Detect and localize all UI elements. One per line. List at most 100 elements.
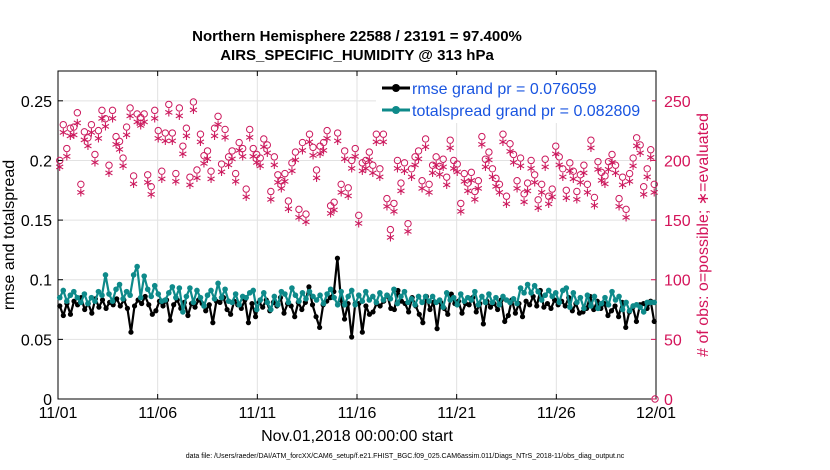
evaluated-obs-marker: ∗: [469, 191, 480, 206]
possible-obs-marker: [323, 126, 331, 135]
legend: rmse grand pr = 0.076059 totalspread gra…: [376, 75, 652, 123]
evaluated-obs-marker: ∗: [410, 157, 421, 172]
totalspread-point: [141, 273, 147, 279]
totalspread-point: [454, 301, 461, 308]
rmse-point: [245, 320, 252, 326]
evaluated-obs-marker: ∗: [381, 199, 392, 214]
totalspread-point: [194, 287, 200, 294]
totalspread-point: [475, 301, 482, 308]
possible-obs-marker: [80, 128, 89, 136]
rmse-point: [146, 302, 152, 308]
possible-obs-marker: [256, 154, 264, 162]
possible-obs-marker: [344, 184, 352, 192]
right-y-tick-label: 150: [664, 213, 691, 230]
possible-obs-marker: [288, 159, 296, 167]
evaluated-obs-marker: ∗: [153, 131, 164, 146]
evaluated-obs-marker: ∗: [508, 154, 519, 169]
totalspread-point: [362, 288, 369, 295]
rmse-point: [327, 295, 333, 301]
totalspread-point: [563, 285, 570, 291]
possible-obs-marker: [267, 187, 275, 196]
possible-obs-marker: [604, 157, 613, 166]
rmse-point: [341, 316, 348, 322]
possible-obs-marker: [277, 177, 286, 185]
evaluated-obs-marker: ∗: [596, 172, 607, 187]
totalspread-point: [155, 291, 162, 297]
y-tick-label: 0.25: [21, 94, 52, 111]
evaluated-obs-marker: ∗: [118, 158, 129, 173]
rmse-point: [60, 312, 66, 319]
possible-obs-marker: [555, 153, 563, 161]
evaluated-obs-marker: ∗: [427, 165, 438, 180]
evaluated-obs-marker: ∗: [628, 158, 639, 173]
possible-obs-marker: [400, 159, 409, 167]
possible-obs-marker: [98, 106, 106, 115]
totalspread-point: [380, 297, 387, 303]
evaluated-obs-marker: ∗: [325, 206, 336, 221]
totalspread-point: [405, 299, 411, 306]
evaluated-obs-marker: ∗: [72, 115, 83, 130]
possible-obs-marker: [369, 161, 377, 169]
possible-obs-marker: [474, 177, 483, 185]
possible-obs-marker: [513, 177, 521, 185]
totalspread-point: [130, 272, 137, 278]
x-tick-label: 11/11: [238, 405, 276, 422]
totalspread-point: [398, 293, 404, 300]
evaluated-obs-marker: ∗: [329, 202, 340, 217]
evaluated-obs-marker: ∗: [473, 181, 484, 196]
rmse-point: [71, 298, 77, 304]
totalspread-point: [229, 299, 235, 306]
rmse-point: [416, 311, 422, 317]
evaluated-obs-marker: ∗: [174, 108, 185, 123]
possible-obs-marker: [562, 186, 570, 194]
totalspread-point: [457, 291, 464, 297]
evaluated-obs-marker: ∗: [258, 139, 269, 154]
possible-obs-marker: [186, 173, 194, 181]
rmse-point: [317, 324, 323, 331]
right-y-tick-label: 50: [664, 332, 682, 349]
possible-obs-marker: [453, 160, 461, 168]
rmse-point: [139, 300, 145, 307]
totalspread-point: [250, 287, 257, 294]
possible-obs-marker: [492, 174, 500, 183]
totalspread-point: [208, 287, 214, 294]
evaluated-obs-marker: ∗: [642, 169, 653, 184]
evaluated-obs-marker: ∗: [191, 170, 202, 185]
possible-obs-marker: [274, 171, 282, 179]
possible-obs-marker: [56, 156, 64, 165]
evaluated-obs-marker: ∗: [498, 134, 509, 149]
evaluated-obs-marker: ∗: [188, 102, 199, 117]
possible-obs-marker: [446, 136, 454, 144]
possible-obs-marker: [506, 140, 514, 148]
possible-obs-marker: [161, 129, 169, 137]
possible-obs-marker: [165, 100, 173, 109]
rmse-point: [605, 312, 611, 319]
possible-obs-marker: [337, 180, 345, 189]
rmse-point: [260, 304, 266, 310]
evaluated-obs-marker: ∗: [621, 209, 632, 224]
possible-obs-marker: [537, 180, 546, 189]
rmse-point: [406, 309, 412, 315]
evaluated-obs-marker: ∗: [65, 128, 76, 143]
rmse-point: [495, 306, 501, 313]
x-tick-label: 12/01: [636, 405, 676, 422]
rmse-point: [541, 304, 547, 310]
chart-title: Northern Hemisphere 22588 / 23191 = 97.4…: [192, 28, 522, 45]
possible-obs-marker: [629, 154, 637, 162]
totalspread-point: [408, 296, 415, 302]
evaluated-obs-marker: ∗: [213, 116, 224, 131]
possible-obs-marker: [520, 190, 528, 198]
possible-obs-marker: [464, 179, 472, 187]
evaluated-obs-marker: ∗: [279, 174, 290, 189]
evaluated-obs-marker: ∗: [420, 139, 431, 154]
totalspread-point: [609, 288, 615, 295]
footer-file-path: data file: /Users/raeder/DAI/ATM_forcXX/…: [186, 453, 625, 460]
totalspread-point: [440, 304, 446, 310]
totalspread-point: [148, 293, 155, 300]
y-axis-ticks: 0 0.05 0.1 0.15 0.2 0.25: [21, 94, 63, 409]
evaluated-obs-marker: ∗: [237, 148, 248, 163]
possible-obs-marker: [611, 161, 620, 169]
totalspread-point: [345, 293, 352, 300]
evaluated-obs-marker: ∗: [86, 125, 97, 140]
totalspread-point: [166, 290, 172, 296]
